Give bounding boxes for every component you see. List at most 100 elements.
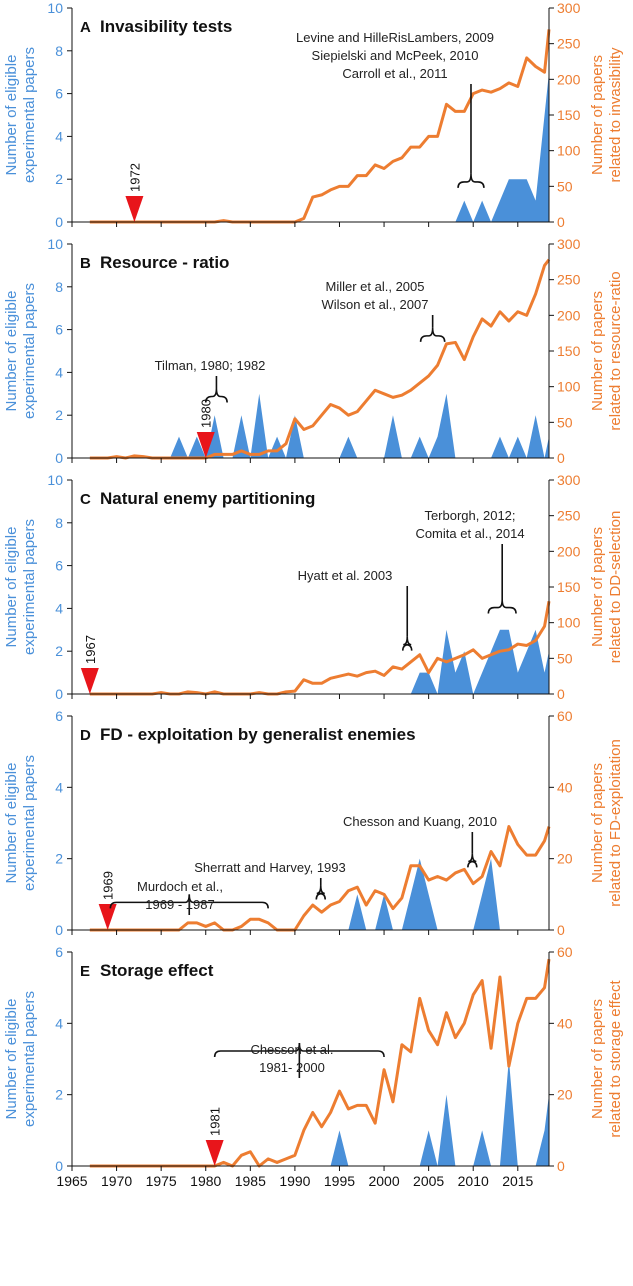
right-tick-label: 150 (557, 343, 581, 359)
left-axis-label: experimental papers (21, 283, 38, 419)
right-tick-label: 0 (557, 450, 565, 466)
x-tick-label: 1980 (190, 1173, 221, 1189)
right-tick-label: 250 (557, 272, 581, 288)
left-tick-label: 10 (47, 0, 63, 16)
x-tick-label: 2010 (458, 1173, 489, 1189)
right-axis-label: Number of papers (589, 291, 606, 411)
experiments-area (330, 1059, 549, 1166)
annotation-text: Sherratt and Harvey, 1993 (194, 860, 346, 875)
left-tick-label: 4 (55, 779, 63, 795)
left-tick-label: 8 (55, 279, 63, 295)
left-axis-label: Number of eligible (3, 527, 20, 648)
left-tick-label: 0 (55, 214, 63, 230)
right-tick-label: 150 (557, 579, 581, 595)
left-tick-label: 0 (55, 922, 63, 938)
right-tick-label: 100 (557, 615, 581, 631)
panel-label: B (80, 255, 91, 272)
left-axis-label: Number of eligible (3, 291, 20, 412)
left-axis-label: experimental papers (21, 47, 38, 183)
annotation-brace (467, 853, 478, 868)
right-tick-label: 250 (557, 36, 581, 52)
left-tick-label: 6 (55, 944, 63, 960)
left-axis-label: Number of eligible (3, 763, 20, 884)
left-tick-label: 6 (55, 322, 63, 338)
x-tick-label: 1995 (324, 1173, 355, 1189)
right-tick-label: 300 (557, 236, 581, 252)
right-tick-label: 100 (557, 143, 581, 159)
left-axis-label: Number of eligible (3, 999, 20, 1120)
left-tick-label: 4 (55, 128, 63, 144)
annotation-text: Wilson et al., 2007 (322, 297, 429, 312)
right-tick-label: 0 (557, 922, 565, 938)
first-year-marker (196, 432, 215, 458)
experiments-area (80, 393, 549, 458)
first-year-label: 1967 (83, 635, 98, 664)
x-tick-label: 2005 (413, 1173, 444, 1189)
right-tick-label: 250 (557, 508, 581, 524)
first-year-marker (205, 1140, 224, 1166)
experiments-area (410, 629, 549, 694)
x-tick-label: 1975 (146, 1173, 177, 1189)
right-tick-label: 50 (557, 650, 573, 666)
x-tick-label: 2000 (368, 1173, 399, 1189)
right-tick-label: 200 (557, 543, 581, 559)
annotation-text: 1981- 2000 (259, 1060, 325, 1075)
left-axis-label: experimental papers (21, 519, 38, 655)
right-axis-label: Number of papers (589, 527, 606, 647)
annotation-brace (487, 599, 517, 614)
left-tick-label: 8 (55, 43, 63, 59)
panel-title: Storage effect (100, 961, 214, 980)
annotation-text: Levine and HilleRisLambers, 2009 (296, 30, 494, 45)
right-tick-label: 20 (557, 851, 573, 867)
left-tick-label: 2 (55, 171, 63, 187)
right-tick-label: 40 (557, 1015, 573, 1031)
panel-title: Natural enemy partitioning (100, 489, 315, 508)
right-tick-label: 40 (557, 779, 573, 795)
right-tick-label: 200 (557, 307, 581, 323)
right-axis-label: related to FD-exploitation (607, 739, 624, 907)
annotation-text: Chesson and Kuang, 2010 (343, 814, 497, 829)
left-tick-label: 6 (55, 86, 63, 102)
right-tick-label: 200 (557, 71, 581, 87)
left-tick-label: 4 (55, 364, 63, 380)
x-tick-label: 1990 (279, 1173, 310, 1189)
left-axis-label: Number of eligible (3, 55, 20, 176)
left-tick-label: 2 (55, 851, 63, 867)
left-axis-label: experimental papers (21, 991, 38, 1127)
first-year-label: 1980 (199, 399, 214, 428)
right-axis-label: related to resource-ratio (607, 271, 624, 430)
annotation-text: Murdoch et al., (137, 879, 223, 894)
annotation-text: Chesson et al. (250, 1042, 333, 1057)
annotation-text: Hyatt et al. 2003 (298, 568, 393, 583)
annotation-brace (457, 173, 485, 188)
experiments-area (455, 72, 549, 222)
left-tick-label: 0 (55, 1158, 63, 1174)
x-tick-label: 1985 (235, 1173, 266, 1189)
left-tick-label: 4 (55, 1015, 63, 1031)
first-year-label: 1981 (208, 1107, 223, 1136)
annotation-text: Comita et al., 2014 (415, 526, 524, 541)
annotation-brace (401, 636, 413, 651)
first-year-marker (80, 668, 99, 694)
first-year-label: 1972 (127, 163, 142, 192)
x-tick-label: 1970 (101, 1173, 132, 1189)
right-tick-label: 60 (557, 708, 573, 724)
right-axis-label: related to storage effect (607, 980, 624, 1138)
left-tick-label: 2 (55, 1087, 63, 1103)
right-tick-label: 0 (557, 214, 565, 230)
right-axis-label: related to DD-selection (607, 511, 624, 664)
right-tick-label: 150 (557, 107, 581, 123)
annotation-text: Miller et al., 2005 (326, 279, 425, 294)
right-tick-label: 0 (557, 686, 565, 702)
left-axis-label: experimental papers (21, 755, 38, 891)
experiments-area (348, 858, 500, 930)
right-axis-label: Number of papers (589, 763, 606, 883)
right-tick-label: 50 (557, 178, 573, 194)
first-year-marker (125, 196, 144, 222)
